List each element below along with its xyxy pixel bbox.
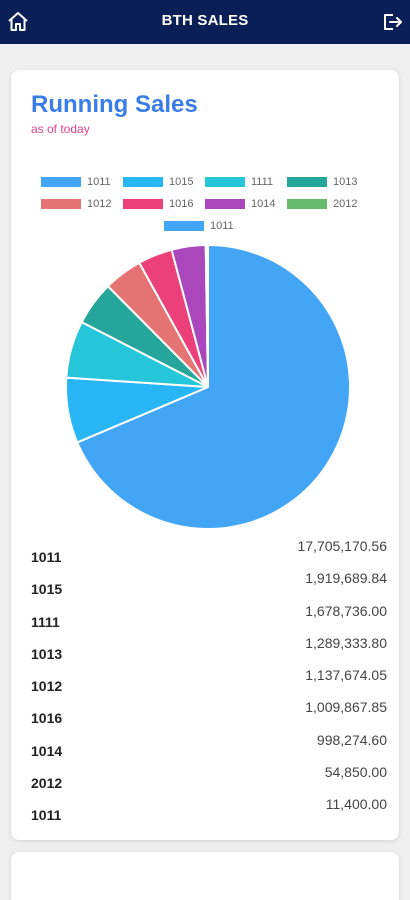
legend-label: 1014	[251, 197, 276, 210]
sales-row: 1011 11,400.00	[31, 796, 387, 828]
sales-row: 1014 998,274.60	[31, 732, 387, 764]
sales-row: 1111 1,678,736.00	[31, 603, 387, 635]
top-app-bar: BTH SALES	[0, 0, 410, 44]
legend-swatch	[164, 220, 204, 231]
branch-code: 1011	[31, 807, 62, 824]
legend-swatch	[287, 198, 327, 209]
legend-label: 1013	[333, 175, 358, 188]
legend-row: 1012 1016 1014 2012	[11, 196, 399, 211]
sales-row: 1012 1,137,674.05	[31, 667, 387, 699]
chart-legend: 1011 1015 1111 1013 1012 1016 1014 2012 1011	[11, 174, 399, 240]
sales-amount: 1,678,736.00	[305, 602, 387, 619]
legend-label: 1015	[169, 175, 194, 188]
pie-chart	[65, 243, 351, 530]
sales-row: 1016 1,009,867.85	[31, 699, 387, 731]
legend-swatch	[123, 176, 163, 187]
legend-row: 1011	[11, 218, 399, 233]
running-sales-card: Running Sales as of today 1011 1015 1111 10…	[11, 70, 399, 840]
legend-item[interactable]: 1016	[123, 196, 205, 211]
legend-swatch	[287, 176, 327, 187]
legend-label: 1111	[251, 175, 274, 188]
sales-amount: 11,400.00	[325, 796, 387, 813]
legend-item[interactable]: 1013	[287, 174, 369, 189]
card-title: Running Sales	[31, 91, 198, 118]
legend-item[interactable]: 2012	[287, 196, 369, 211]
secondary-card	[11, 852, 399, 900]
sales-amount: 1,137,674.05	[305, 667, 387, 684]
sales-amount: 1,009,867.85	[305, 699, 387, 716]
page-title: BTH SALES	[161, 12, 249, 29]
legend-label: 1011	[87, 175, 111, 188]
legend-row: 1011 1015 1111 1013	[11, 174, 399, 189]
legend-swatch	[41, 176, 81, 187]
legend-swatch	[205, 176, 245, 187]
legend-item[interactable]: 1014	[205, 196, 287, 211]
legend-item[interactable]: 1015	[123, 174, 205, 189]
legend-label: 1011	[210, 219, 234, 232]
legend-label: 2012	[333, 197, 358, 210]
legend-item[interactable]: 1011	[41, 174, 123, 189]
sales-list: 1011 17,705,170.56 1015 1,919,689.84 1111 1,6…	[31, 538, 387, 829]
branch-code: 1013	[31, 645, 63, 662]
legend-swatch	[41, 198, 81, 209]
logout-icon[interactable]	[380, 10, 404, 34]
legend-item[interactable]: 1012	[41, 196, 123, 211]
legend-label: 1012	[87, 197, 112, 210]
home-icon[interactable]	[6, 10, 30, 34]
legend-swatch	[123, 198, 163, 209]
legend-label: 1016	[169, 197, 194, 210]
sales-amount: 1,289,333.80	[305, 634, 387, 651]
sales-amount: 54,850.00	[324, 764, 387, 781]
branch-code: 1011	[31, 549, 62, 565]
legend-item[interactable]: 1111	[205, 174, 287, 189]
branch-code: 1012	[31, 678, 63, 695]
branch-code: 2012	[31, 775, 63, 792]
sales-row: 1015 1,919,689.84	[31, 570, 387, 602]
legend-item[interactable]: 1011	[164, 218, 246, 233]
branch-code: 1014	[31, 742, 63, 759]
sales-amount: 1,919,689.84	[305, 570, 387, 587]
branch-code: 1015	[31, 581, 63, 598]
branch-code: 1111	[31, 613, 60, 630]
card-subtitle: as of today	[31, 122, 90, 136]
legend-swatch	[205, 198, 245, 209]
pie-slice-1011[interactable]	[75, 243, 351, 530]
sales-amount: 17,705,170.56	[297, 538, 387, 554]
branch-code: 1016	[31, 710, 63, 727]
sales-row: 1011 17,705,170.56	[31, 538, 387, 570]
sales-row: 1013 1,289,333.80	[31, 635, 387, 667]
sales-row: 2012 54,850.00	[31, 764, 387, 796]
sales-amount: 998,274.60	[316, 731, 387, 748]
